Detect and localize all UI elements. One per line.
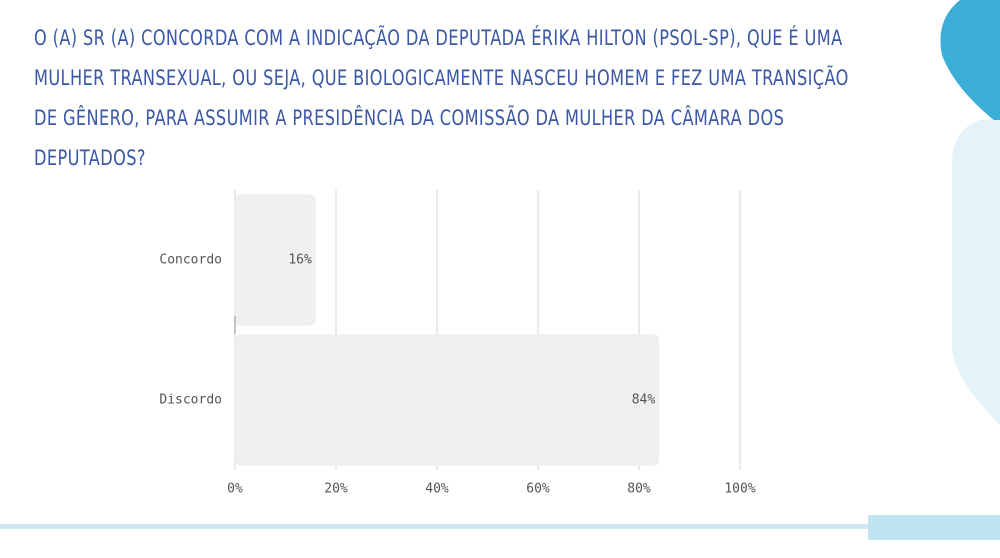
decoration	[940, 0, 1000, 125]
x-tick-label: 100%	[724, 482, 755, 497]
bar	[235, 194, 316, 326]
chart-title: O (A) SR (A) CONCORDA COM A INDICAÇÃO DA…	[34, 26, 849, 170]
decoration	[0, 524, 950, 529]
x-tick-label: 60%	[526, 482, 550, 497]
decoration	[868, 515, 1000, 540]
x-tick-label: 80%	[627, 482, 651, 497]
decoration	[951, 120, 1000, 425]
value-label: 16%	[288, 253, 312, 268]
y-tick-label: Discordo	[159, 393, 222, 408]
x-tick-label: 0%	[227, 482, 243, 497]
x-tick-label: 40%	[425, 482, 449, 497]
value-label: 84%	[632, 393, 656, 408]
y-tick-label: Concordo	[159, 253, 222, 268]
x-tick-label: 20%	[324, 482, 348, 497]
bar	[235, 334, 660, 466]
